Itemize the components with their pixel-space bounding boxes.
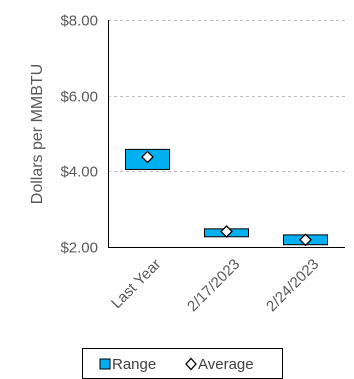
y-tick-label: $6.00 [60,89,98,106]
y-axis-title: Dollars per MMBTU [29,64,46,204]
average-markers [141,150,312,247]
x-tick-label: 2/17/2023 [184,256,243,315]
average-marker [299,233,312,247]
y-tick-label: $2.00 [60,240,98,257]
y-tick-labels: $2.00 $4.00 $6.00 $8.00 [60,13,98,257]
average-marker [141,150,154,164]
legend: Range Average [82,348,283,379]
legend-range-label: Range [112,356,156,373]
x-tick-label: Last Year [108,256,164,312]
y-tick-label: $4.00 [60,164,98,181]
legend-average-marker [185,357,197,371]
y-tick-label: $8.00 [60,13,98,30]
x-tick-labels: Last Year 2/17/2023 2/24/2023 [108,256,322,315]
average-marker [220,225,233,238]
legend-average-label: Average [198,356,254,373]
legend-range-swatch [99,358,111,370]
legend-box [82,348,283,379]
gridlines [108,20,345,172]
axes [108,20,345,248]
x-tick-label: 2/24/2023 [263,256,322,315]
